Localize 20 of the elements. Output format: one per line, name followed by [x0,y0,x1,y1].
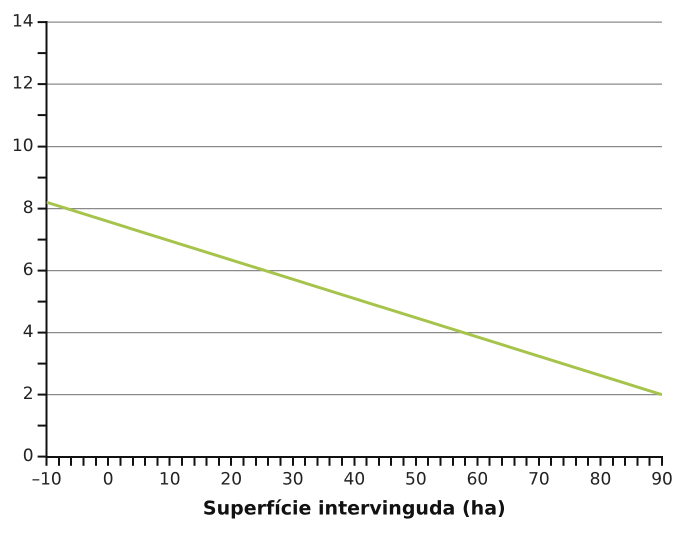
y-tick-label: 14 [12,12,34,32]
x-tick-label: 90 [651,469,673,490]
x-axis-title: Superfície intervinguda (ha) [202,498,506,520]
y-tick-label: 0 [22,446,34,466]
x-tick-label: 60 [466,469,488,490]
y-tick-label: 12 [12,74,34,94]
x-tick-label: 10 [158,469,181,490]
y-tick-label: 2 [22,384,34,404]
x-tick-label: 80 [590,469,612,490]
y-tick-label: 4 [22,322,34,342]
y-tick-label: 8 [22,198,34,218]
y-tick-label: 10 [12,136,34,156]
x-tick-label: 0 [102,469,114,490]
x-tick-label: 40 [343,469,366,490]
x-tick-label: 50 [405,469,427,490]
x-tick-label: 30 [282,469,304,490]
x-tick-label: 70 [528,469,550,490]
y-tick-label: 6 [22,260,34,280]
x-tick-label: 20 [220,469,242,490]
x-tick-label: –10 [32,469,62,490]
